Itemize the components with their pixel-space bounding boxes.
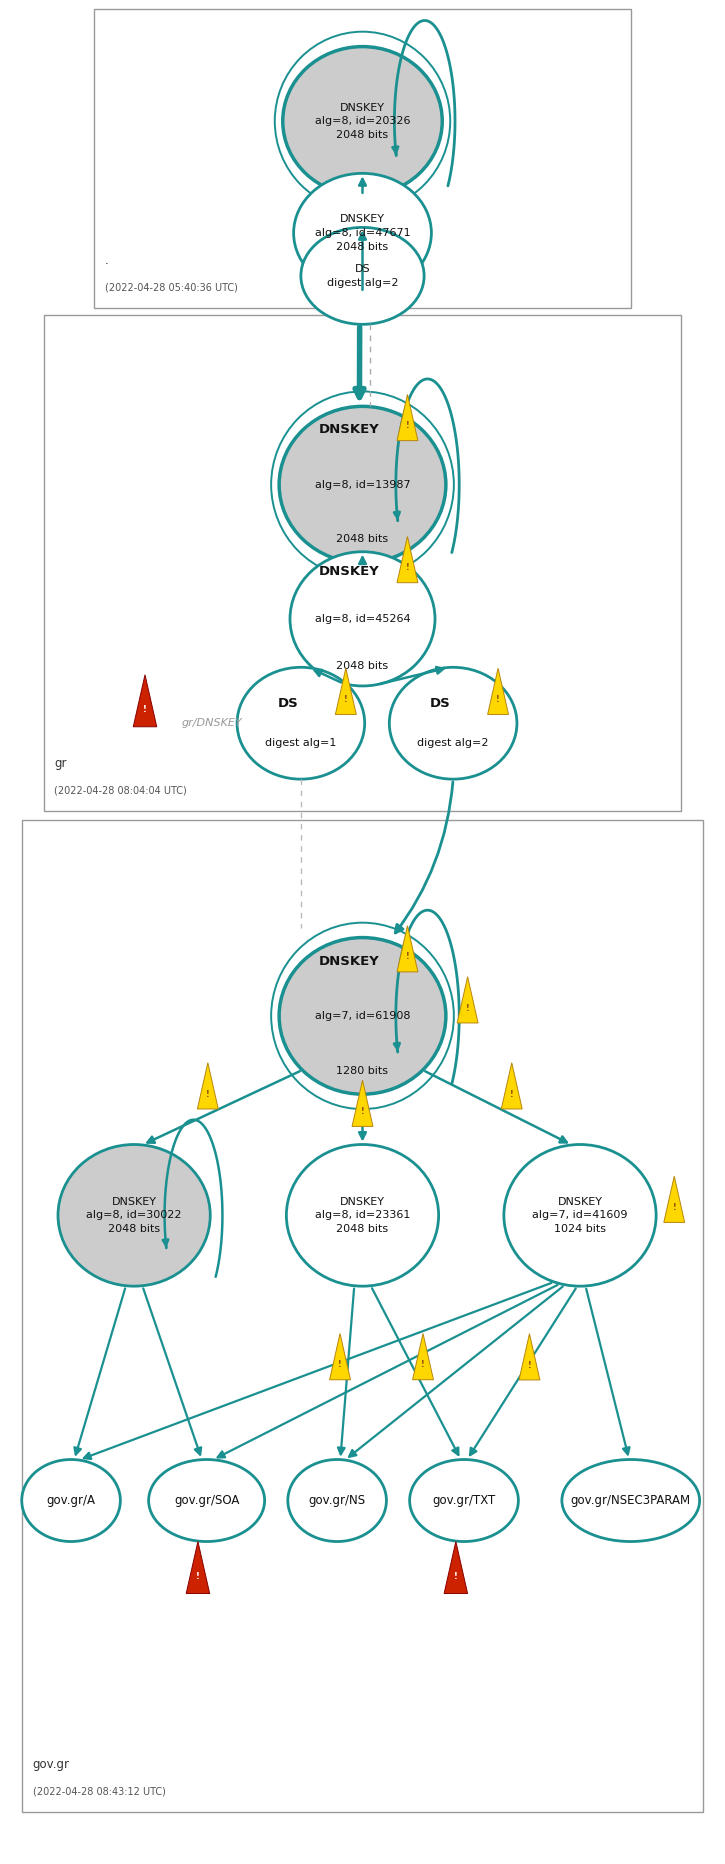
Bar — [44, 315, 681, 811]
Polygon shape — [397, 926, 418, 971]
Text: !: ! — [344, 695, 347, 705]
Text: !: ! — [206, 1090, 210, 1098]
Polygon shape — [501, 1062, 522, 1109]
Text: DS: DS — [278, 697, 298, 710]
Polygon shape — [664, 1176, 684, 1223]
Ellipse shape — [410, 1460, 518, 1542]
Text: !: ! — [196, 1571, 200, 1581]
Text: !: ! — [406, 421, 409, 431]
Text: DS: DS — [430, 697, 450, 710]
Ellipse shape — [286, 1144, 439, 1286]
Text: !: ! — [143, 705, 147, 714]
Polygon shape — [336, 669, 356, 714]
Text: (2022-04-28 05:40:36 UTC): (2022-04-28 05:40:36 UTC) — [105, 283, 238, 293]
Ellipse shape — [562, 1460, 700, 1542]
Text: gov.gr/A: gov.gr/A — [46, 1495, 96, 1506]
Polygon shape — [330, 1333, 350, 1379]
Ellipse shape — [58, 1144, 210, 1286]
Text: gov.gr/NSEC3PARAM: gov.gr/NSEC3PARAM — [571, 1495, 691, 1506]
Text: alg=8, id=13987: alg=8, id=13987 — [315, 479, 410, 490]
Text: DNSKEY
alg=8, id=23361
2048 bits: DNSKEY alg=8, id=23361 2048 bits — [315, 1197, 410, 1234]
Text: !: ! — [406, 563, 409, 572]
Text: digest alg=1: digest alg=1 — [265, 738, 336, 747]
Text: gov.gr/SOA: gov.gr/SOA — [174, 1495, 239, 1506]
Ellipse shape — [288, 1460, 386, 1542]
Text: !: ! — [496, 695, 500, 705]
Text: !: ! — [528, 1361, 531, 1370]
Text: DNSKEY: DNSKEY — [319, 423, 380, 436]
Text: gov.gr/TXT: gov.gr/TXT — [432, 1495, 496, 1506]
Text: !: ! — [406, 953, 409, 962]
Text: !: ! — [465, 1003, 470, 1012]
Text: gr: gr — [54, 757, 67, 770]
Text: DNSKEY
alg=8, id=47671
2048 bits: DNSKEY alg=8, id=47671 2048 bits — [315, 214, 410, 252]
Polygon shape — [444, 1542, 468, 1594]
Ellipse shape — [237, 667, 365, 779]
Text: !: ! — [360, 1107, 364, 1117]
Ellipse shape — [149, 1460, 265, 1542]
Text: (2022-04-28 08:04:04 UTC): (2022-04-28 08:04:04 UTC) — [54, 787, 187, 796]
Text: digest alg=2: digest alg=2 — [418, 738, 489, 747]
Text: gov.gr/NS: gov.gr/NS — [309, 1495, 365, 1506]
Bar — [94, 9, 631, 308]
Text: !: ! — [672, 1202, 676, 1212]
Text: DNSKEY
alg=8, id=20326
2048 bits: DNSKEY alg=8, id=20326 2048 bits — [315, 103, 410, 140]
Ellipse shape — [301, 227, 424, 324]
Bar — [22, 820, 703, 1812]
Text: !: ! — [510, 1090, 513, 1098]
Text: .: . — [105, 254, 109, 267]
Text: DNSKEY: DNSKEY — [319, 954, 380, 967]
Polygon shape — [186, 1542, 210, 1594]
Text: !: ! — [339, 1361, 342, 1370]
Text: DS
digest alg=2: DS digest alg=2 — [327, 265, 398, 287]
Text: gov.gr: gov.gr — [33, 1758, 70, 1771]
Text: .: . — [145, 278, 149, 289]
Text: !: ! — [454, 1571, 457, 1581]
Ellipse shape — [389, 667, 517, 779]
Text: 2048 bits: 2048 bits — [336, 662, 389, 671]
Text: 2048 bits: 2048 bits — [336, 535, 389, 544]
Polygon shape — [352, 1081, 373, 1126]
Text: DNSKEY: DNSKEY — [319, 565, 380, 578]
Ellipse shape — [279, 938, 446, 1094]
Text: (2022-04-28 08:43:12 UTC): (2022-04-28 08:43:12 UTC) — [33, 1788, 165, 1797]
Ellipse shape — [279, 406, 446, 563]
Polygon shape — [397, 537, 418, 583]
Polygon shape — [413, 1333, 434, 1379]
Ellipse shape — [283, 47, 442, 196]
Polygon shape — [519, 1335, 540, 1379]
Text: DNSKEY
alg=8, id=30022
2048 bits: DNSKEY alg=8, id=30022 2048 bits — [86, 1197, 182, 1234]
Text: alg=7, id=61908: alg=7, id=61908 — [315, 1010, 410, 1021]
Polygon shape — [457, 977, 478, 1023]
Text: DNSKEY
alg=7, id=41609
1024 bits: DNSKEY alg=7, id=41609 1024 bits — [532, 1197, 628, 1234]
Polygon shape — [397, 395, 418, 440]
Text: gr/DNSKEY: gr/DNSKEY — [181, 718, 242, 729]
Polygon shape — [488, 669, 508, 714]
Polygon shape — [133, 675, 157, 727]
Text: alg=8, id=45264: alg=8, id=45264 — [315, 613, 410, 624]
Text: !: ! — [421, 1361, 425, 1370]
Ellipse shape — [294, 173, 431, 293]
Ellipse shape — [504, 1144, 656, 1286]
Ellipse shape — [290, 552, 435, 686]
Ellipse shape — [22, 1460, 120, 1542]
Text: 1280 bits: 1280 bits — [336, 1066, 389, 1076]
Polygon shape — [197, 1062, 218, 1109]
